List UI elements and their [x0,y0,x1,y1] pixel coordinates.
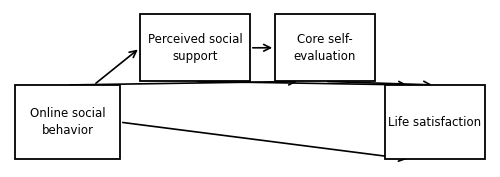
Text: Life satisfaction: Life satisfaction [388,116,482,129]
Text: Perceived social
support: Perceived social support [148,33,242,63]
Text: Online social
behavior: Online social behavior [30,107,106,137]
Text: Core self-
evaluation: Core self- evaluation [294,33,356,63]
FancyBboxPatch shape [275,14,375,81]
FancyBboxPatch shape [385,85,485,159]
FancyBboxPatch shape [15,85,120,159]
FancyBboxPatch shape [140,14,250,81]
